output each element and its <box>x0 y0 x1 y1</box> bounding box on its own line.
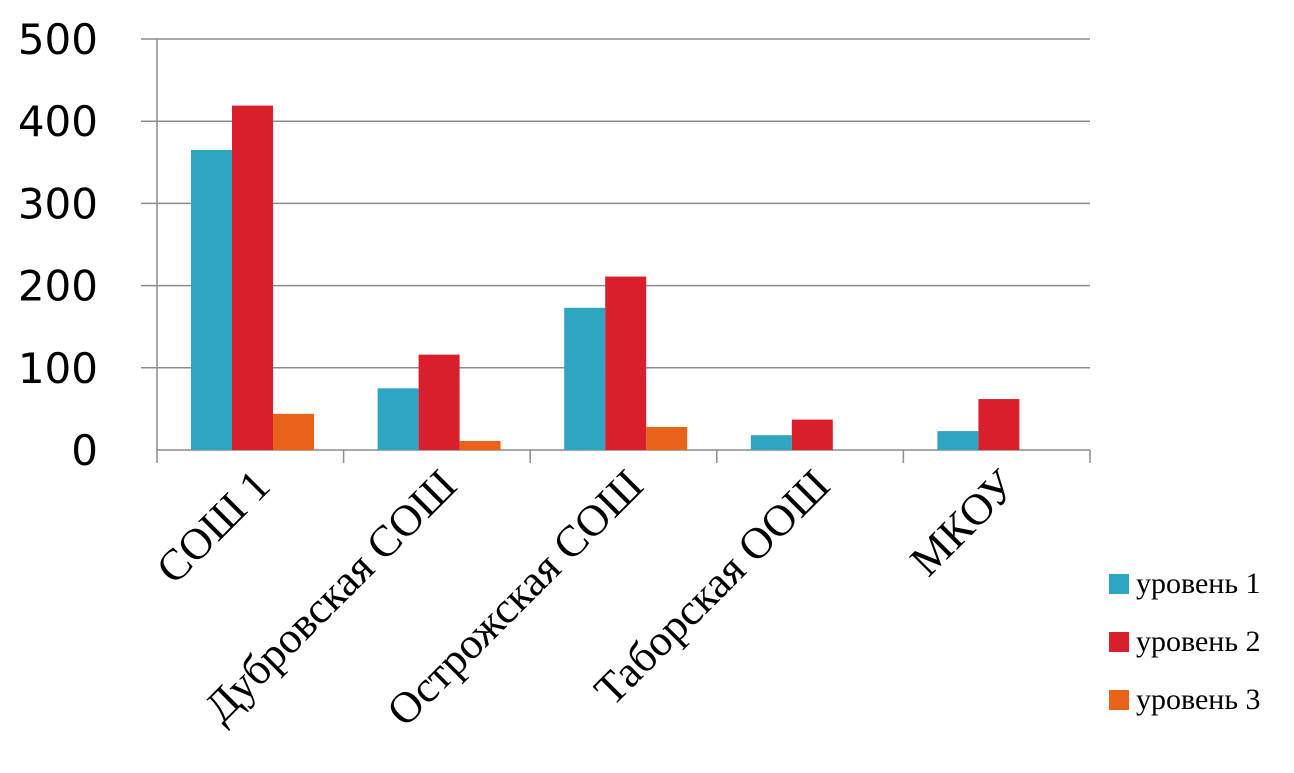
bar <box>605 276 647 450</box>
legend: уровень 1 уровень 2 уровень 3 <box>1109 567 1261 716</box>
bar <box>791 419 833 450</box>
legend-label: уровень 1 <box>1136 567 1261 600</box>
bar <box>232 105 273 450</box>
y-tick-label: 100 <box>18 344 98 393</box>
y-tick-label: 500 <box>18 15 98 64</box>
bar <box>191 149 232 450</box>
y-tick-label: 300 <box>18 179 98 228</box>
bar <box>418 354 460 450</box>
legend-swatch <box>1109 632 1129 652</box>
legend-swatch <box>1109 690 1129 710</box>
bar <box>646 426 688 450</box>
x-tick-label: СОШ 1 <box>147 460 280 593</box>
gridlines <box>141 38 1090 369</box>
y-tick-label: 400 <box>18 97 98 146</box>
bar <box>273 413 314 450</box>
legend-label: уровень 3 <box>1136 683 1261 716</box>
bar <box>459 440 501 450</box>
y-tick-labels: 0 100 200 300 400 500 <box>18 15 98 475</box>
bar <box>564 307 606 450</box>
y-tick-label: 200 <box>18 262 98 311</box>
bar <box>377 388 419 450</box>
x-tick-label: МКОУ <box>901 460 1027 586</box>
bar <box>750 435 792 450</box>
bars <box>191 105 1020 450</box>
legend-label: уровень 2 <box>1136 625 1261 658</box>
bar <box>978 399 1020 450</box>
bar <box>937 431 979 450</box>
y-tick-label: 0 <box>71 426 98 475</box>
legend-swatch <box>1109 574 1129 594</box>
